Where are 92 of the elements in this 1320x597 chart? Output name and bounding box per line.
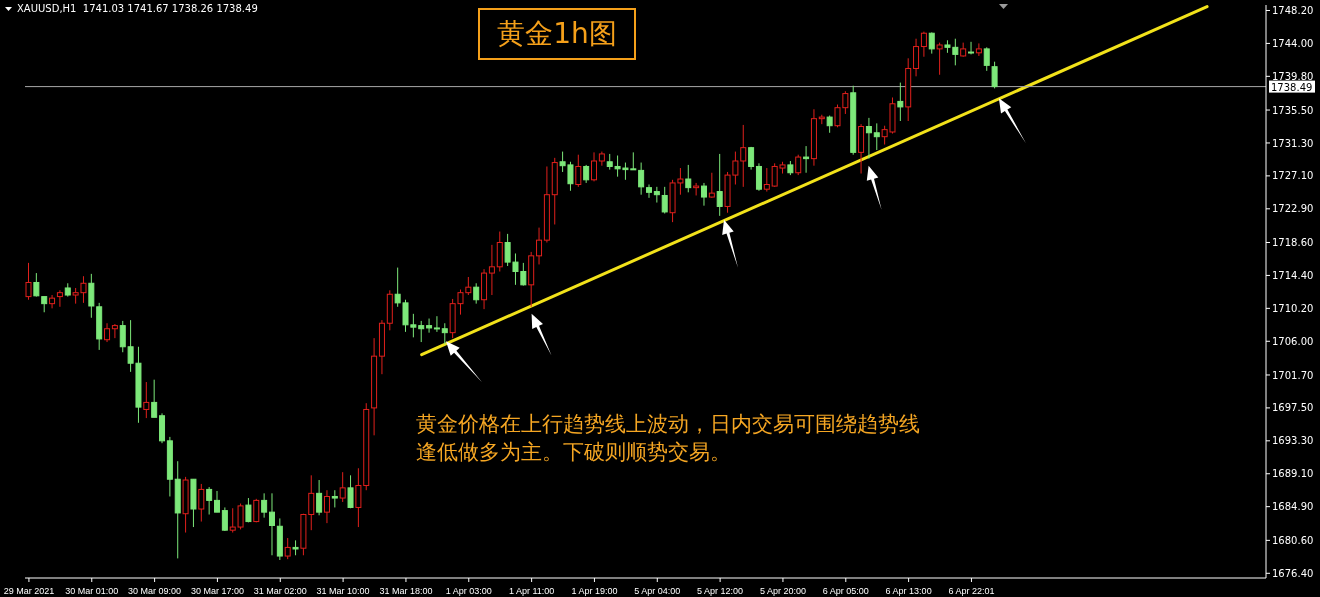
candlestick	[33, 272, 40, 298]
candlestick	[803, 145, 810, 174]
candlestick	[638, 162, 645, 196]
candlestick	[653, 186, 660, 204]
y-tick-label: 1706.00	[1272, 335, 1314, 347]
x-tick-label: 5 Apr 12:00	[697, 586, 744, 596]
candlestick	[473, 282, 480, 305]
candlestick	[716, 153, 723, 217]
chart-subtitle: XAUUSD,H1 1741.03 1741.67 1738.26 1738.49	[17, 3, 258, 14]
y-tick-label: 1701.70	[1272, 369, 1314, 381]
candlestick	[111, 323, 118, 339]
y-tick-label: 1718.60	[1272, 237, 1314, 249]
x-tick-label: 1 Apr 03:00	[445, 586, 492, 596]
x-tick-label: 30 Mar 09:00	[128, 586, 182, 596]
x-tick-label: 31 Mar 18:00	[379, 586, 433, 596]
candlestick	[426, 318, 433, 334]
candlestick	[795, 154, 802, 176]
candlestick	[700, 182, 707, 207]
candlestick	[316, 479, 323, 516]
x-tick-label: 6 Apr 13:00	[885, 586, 932, 596]
x-tick-label: 30 Mar 01:00	[65, 586, 119, 596]
candlestick	[347, 474, 354, 509]
candlestick	[88, 273, 95, 319]
x-tick-label: 6 Apr 05:00	[822, 586, 869, 596]
y-tick-label: 1731.30	[1272, 137, 1314, 149]
candlestick	[991, 61, 998, 89]
candlestick	[339, 471, 346, 503]
candlestick	[693, 182, 700, 196]
candlestick	[685, 164, 692, 193]
candlestick	[441, 322, 448, 345]
candlestick	[583, 164, 590, 184]
y-tick-label: 1735.50	[1272, 104, 1314, 116]
candlestick	[661, 186, 668, 215]
y-tick-label: 1710.20	[1272, 302, 1314, 314]
candlestick	[56, 289, 63, 308]
candlestick	[25, 262, 32, 301]
y-tick-label: 1689.10	[1272, 468, 1314, 480]
candlestick	[433, 315, 440, 333]
y-tick-label: 1697.50	[1272, 402, 1314, 414]
x-tick-label: 30 Mar 17:00	[190, 586, 244, 596]
y-tick-label: 1748.20	[1272, 5, 1314, 17]
candlestick	[983, 46, 990, 72]
candlestick	[221, 506, 228, 532]
text: 黄金1h图	[478, 8, 636, 60]
candlestick	[284, 537, 291, 560]
candlestick	[897, 82, 904, 122]
y-tick-label: 1714.40	[1272, 269, 1314, 281]
candlestick	[928, 31, 935, 55]
candlestick	[763, 167, 770, 193]
x-tick-label: 5 Apr 04:00	[634, 586, 681, 596]
candlestick	[708, 172, 715, 199]
candlestick	[865, 117, 872, 160]
y-tick-label: 1684.90	[1272, 501, 1314, 513]
candlestick	[104, 322, 111, 343]
candlestick	[755, 162, 762, 192]
y-tick-label: 1727.10	[1272, 170, 1314, 182]
candlestick	[268, 492, 275, 556]
ref-line-label: 1738.49	[1271, 81, 1313, 93]
candlestick	[323, 489, 330, 524]
candlestick	[536, 227, 543, 265]
candlestick	[913, 38, 920, 77]
x-tick-label: 31 Mar 10:00	[316, 586, 370, 596]
candlestick	[873, 122, 880, 151]
candlestick	[143, 381, 150, 419]
candlestick	[936, 42, 943, 76]
y-tick-label: 1680.60	[1272, 534, 1314, 546]
candlestick	[646, 184, 652, 199]
x-tick-label: 1 Apr 11:00	[508, 586, 555, 596]
x-tick-label: 29 Mar 2021	[3, 586, 55, 596]
y-tick-label: 1693.30	[1272, 435, 1314, 447]
x-tick-label: 5 Apr 20:00	[759, 586, 806, 596]
candlestick	[488, 244, 495, 296]
candlestick	[49, 294, 56, 309]
y-tick-label: 1739.80	[1272, 70, 1314, 82]
y-tick-label: 1722.90	[1272, 203, 1314, 215]
candlestick	[198, 483, 205, 523]
candlestick	[591, 151, 598, 182]
x-tick-label: 31 Mar 02:00	[253, 586, 307, 596]
candlestick	[968, 41, 975, 55]
candlestick	[214, 490, 221, 513]
x-tick-label: 1 Apr 19:00	[571, 586, 618, 596]
y-tick-label: 1744.00	[1272, 37, 1314, 49]
candlestick	[245, 497, 252, 523]
candlestick	[920, 31, 927, 58]
candlestick	[975, 42, 982, 57]
annotation: 黄金价格在上行趋势线上波动，日内交易可围绕趋势线逢低做多为主。下破则顺势交易。	[416, 411, 921, 466]
candlestick	[261, 492, 268, 519]
y-tick-label: 1676.40	[1272, 567, 1314, 579]
x-tick-label: 6 Apr 22:01	[948, 586, 995, 596]
candlestick	[206, 486, 213, 516]
candlestick	[151, 379, 158, 418]
candlestick	[575, 154, 582, 188]
